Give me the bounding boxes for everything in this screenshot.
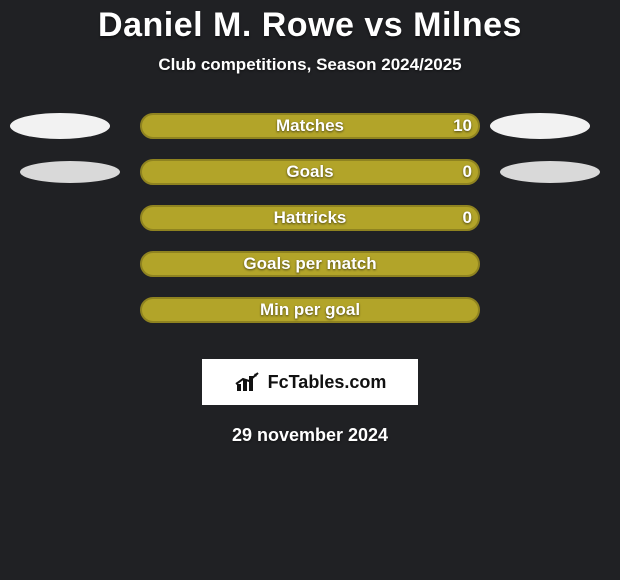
stats-area: Matches 10 Goals 0 Hattricks 0 Goals per match… [0,113,620,343]
logo: FcTables.com [234,371,387,393]
stat-row: Goals per match [0,251,620,277]
stat-value: 0 [463,162,472,182]
stat-row: Hattricks 0 [0,205,620,231]
decorative-ellipse [490,113,590,139]
page-title: Daniel M. Rowe vs Milnes [98,6,522,45]
stat-label: Goals per match [243,254,376,274]
date-text: 29 november 2024 [232,425,388,446]
logo-text: FcTables.com [268,372,387,393]
subtitle: Club competitions, Season 2024/2025 [158,55,461,75]
decorative-ellipse [500,161,600,183]
stat-value: 10 [453,116,472,136]
stat-label: Matches [276,116,344,136]
stat-label: Goals [286,162,333,182]
logo-box: FcTables.com [202,359,418,405]
stat-value: 0 [463,208,472,228]
decorative-ellipse [20,161,120,183]
logo-chart-icon [234,371,262,393]
stat-label: Hattricks [274,208,347,228]
content-root: Daniel M. Rowe vs Milnes Club competitio… [0,0,620,580]
stat-row: Min per goal [0,297,620,323]
decorative-ellipse [10,113,110,139]
stat-label: Min per goal [260,300,360,320]
